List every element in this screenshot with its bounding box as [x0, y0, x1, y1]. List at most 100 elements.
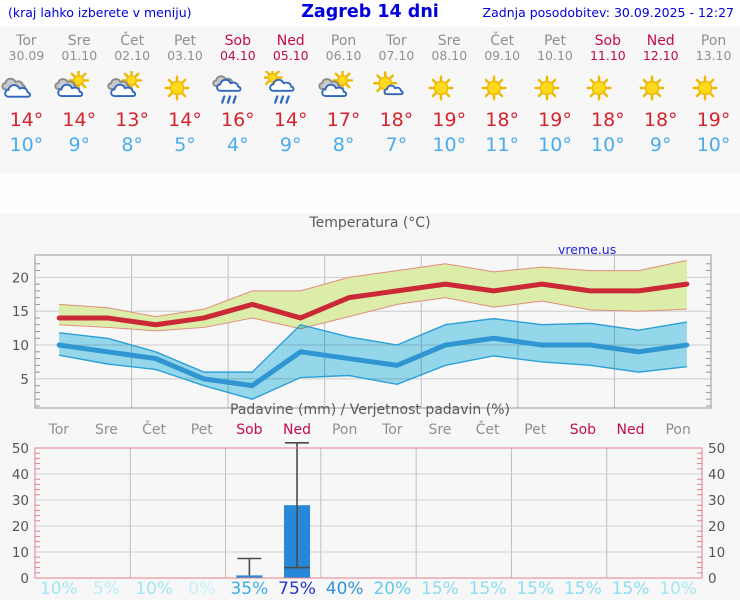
precip-probability: 10% — [135, 579, 173, 599]
high-temp: 14° — [168, 109, 202, 131]
precip-probability: 15% — [563, 579, 602, 599]
weather-icon — [428, 71, 467, 105]
weather-icon — [692, 71, 732, 105]
svg-text:20: 20 — [12, 519, 29, 535]
low-temp: 8° — [121, 134, 143, 156]
day-date: 30.09 — [8, 48, 45, 63]
precip-day-label: Pet — [190, 422, 213, 438]
svg-text:5: 5 — [20, 372, 29, 388]
day-column: Sre 01.10 14° 9° — [53, 27, 106, 173]
svg-text:20: 20 — [708, 519, 725, 535]
day-date: 04.10 — [219, 48, 256, 63]
weather-icon — [373, 71, 414, 105]
precip-day-label: Ned — [283, 422, 312, 438]
day-name: Čet — [490, 33, 515, 49]
high-temp: 19° — [696, 109, 731, 131]
weather-icon — [534, 71, 573, 105]
low-temp: 10° — [432, 134, 467, 156]
day-name: Pon — [330, 33, 357, 49]
day-date: 03.10 — [167, 48, 203, 63]
high-temp: 19° — [432, 109, 467, 131]
precip-probability: 40% — [325, 579, 364, 599]
precip-probability: 15% — [421, 579, 459, 599]
low-temp: 7° — [385, 134, 408, 156]
day-name: Sre — [437, 33, 461, 49]
day-column: Tor 30.09 14° 10° — [0, 27, 53, 173]
day-column: Sob 11.10 18° 10° — [581, 27, 634, 173]
day-column: Pon 13.10 19° 10° — [687, 27, 740, 173]
svg-text:10: 10 — [12, 545, 29, 561]
high-temp: 18° — [379, 109, 414, 131]
high-temp: 18° — [643, 109, 678, 131]
low-temp: 9° — [279, 134, 302, 156]
day-name: Pet — [173, 33, 197, 49]
sunny-icon — [481, 75, 507, 101]
precip-probability: 20% — [373, 579, 412, 599]
day-name: Ned — [646, 33, 675, 49]
precip-probability: 10% — [659, 579, 698, 599]
day-column: Sre 08.10 19° 10° — [423, 27, 476, 173]
precipitation-chart: 0 0 10 10 20 20 30 30 40 40 50 50 — [12, 441, 725, 587]
precip-day-label: Sre — [428, 422, 452, 438]
sun-rain-icon — [264, 71, 295, 104]
high-temp: 18° — [485, 109, 519, 131]
sunny-icon — [164, 75, 190, 101]
weather-icon — [264, 71, 309, 105]
day-column: Pet 03.10 14° 5° — [159, 27, 212, 173]
partly-sunny-icon — [318, 71, 354, 97]
svg-text:40: 40 — [708, 467, 725, 483]
precip-probability: 15% — [468, 579, 507, 599]
precip-probability: 75% — [278, 579, 316, 599]
low-temp: 11° — [485, 134, 519, 156]
day-column: Ned 05.10 14° 9° — [264, 27, 317, 173]
precip-day-label: Čet — [475, 422, 500, 438]
precip-day-label: Sre — [94, 422, 118, 438]
sunny-icon — [534, 75, 560, 101]
high-temp: 14° — [9, 109, 44, 131]
cloudy-icon — [1, 77, 32, 98]
day-date: 05.10 — [272, 48, 309, 63]
day-date: 10.10 — [537, 48, 573, 63]
precipitation-probability-labels: 10% 5% 10% 0% 35% 75% 40% 20% 15% 15% 15% 15% 15% 10% — [0, 579, 740, 599]
high-temp: 14° — [273, 109, 308, 131]
sunny-icon — [692, 75, 718, 101]
high-temp: 13° — [115, 109, 149, 131]
svg-text:30: 30 — [708, 493, 725, 509]
precip-probability: 15% — [611, 579, 650, 599]
day-name: Sob — [224, 33, 252, 49]
precip-day-label: Ned — [616, 422, 645, 438]
day-name: Ned — [276, 33, 305, 49]
svg-text:0: 0 — [708, 571, 717, 587]
weather-icon — [107, 71, 150, 105]
partly-sunny-icon — [54, 71, 89, 97]
svg-text:30: 30 — [12, 493, 29, 509]
precip-day-label: Pet — [524, 422, 547, 438]
day-date: 06.10 — [325, 48, 362, 63]
weather-icon — [1, 71, 44, 105]
precip-probability: 0% — [188, 579, 216, 599]
day-date: 01.10 — [61, 48, 98, 63]
svg-text:10: 10 — [12, 338, 29, 354]
weather-icon — [318, 71, 362, 105]
day-date: 09.10 — [484, 48, 521, 63]
sunny-icon — [586, 75, 612, 101]
day-date: 07.10 — [378, 48, 415, 63]
day-date: 08.10 — [431, 48, 468, 63]
day-column: Tor 07.10 18° 7° — [370, 27, 423, 173]
day-name: Pon — [700, 33, 727, 49]
weather-icon — [586, 71, 626, 105]
svg-text:15: 15 — [12, 304, 29, 320]
svg-text:50: 50 — [708, 441, 725, 457]
high-temp: 18° — [591, 109, 625, 131]
day-date: 13.10 — [695, 48, 732, 63]
low-temp: 10° — [696, 134, 731, 156]
precip-probability: 35% — [230, 579, 269, 599]
day-name: Čet — [120, 33, 145, 49]
precip-probability: 15% — [516, 579, 555, 599]
precipitation-chart-title: Padavine (mm) / Verjetnost padavin (%) — [230, 402, 510, 418]
header: (kraj lahko izberete v meniju) Zagreb 14… — [0, 0, 740, 27]
high-temp: 19° — [538, 109, 572, 131]
charts-section: Temperatura (°C) vreme.us 5 10 15 20 Padavi… — [0, 213, 740, 600]
page-title: Zagreb 14 dni — [301, 2, 439, 22]
svg-text:0: 0 — [20, 571, 29, 587]
